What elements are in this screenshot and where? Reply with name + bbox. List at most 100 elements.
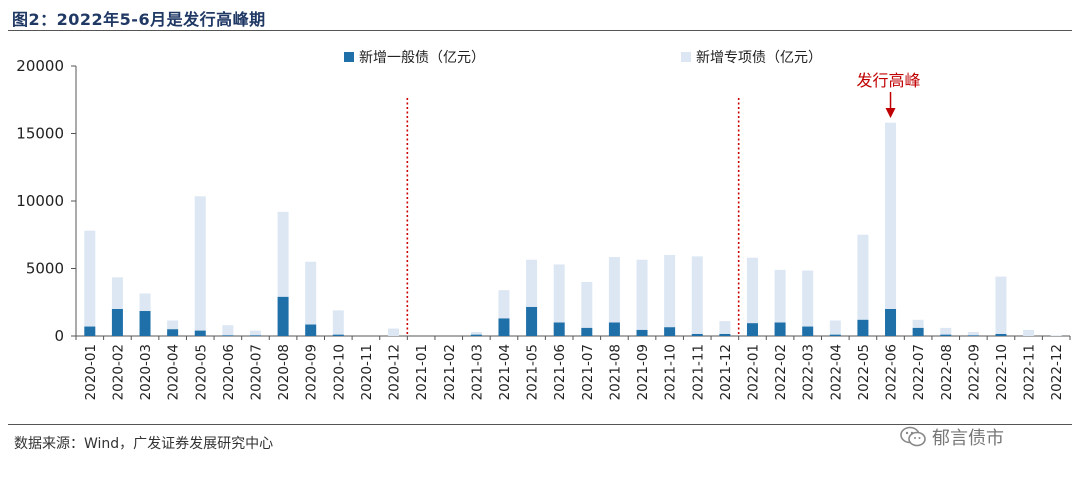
x-tick-label: 2020-01 xyxy=(83,344,99,400)
legend-swatch xyxy=(344,52,354,62)
x-tick-label: 2021-08 xyxy=(607,344,623,400)
x-tick-label: 2020-10 xyxy=(331,344,347,400)
bar-general xyxy=(885,309,897,336)
x-tick-label: 2021-12 xyxy=(718,344,734,400)
bar-general xyxy=(912,327,924,336)
bar-special xyxy=(912,319,924,328)
bar-special xyxy=(526,259,538,307)
bar-general xyxy=(746,323,758,336)
x-tick-label: 2022-12 xyxy=(1049,344,1065,400)
x-tick-label: 2022-03 xyxy=(801,344,817,400)
x-tick-label: 2020-08 xyxy=(276,344,292,400)
watermark-text: 郁言债市 xyxy=(932,428,1004,449)
bar-special xyxy=(222,325,234,336)
bar-special xyxy=(470,331,482,335)
bar-general xyxy=(967,335,979,336)
bar-general xyxy=(995,333,1007,336)
bar-special xyxy=(581,282,593,328)
y-tick-label: 20000 xyxy=(16,57,64,75)
bar-special xyxy=(249,330,261,336)
bar-general xyxy=(581,327,593,336)
bar-special xyxy=(746,257,758,324)
legend: 新增一般债（亿元） 新增专项债（亿元） xyxy=(344,50,822,66)
x-axis: 2020-01 2020-02 2020-03 2020-04 2020-05 2020-… xyxy=(75,335,1071,400)
annotation-arrow-head xyxy=(885,108,896,118)
legend-label: 新增一般债（亿元） xyxy=(359,50,485,66)
bar-special xyxy=(636,259,648,330)
x-tick-label: 2020-09 xyxy=(304,344,320,400)
bar-general xyxy=(84,326,96,336)
bar-general xyxy=(636,329,648,336)
x-tick-label: 2022-01 xyxy=(745,344,761,400)
bar-general xyxy=(553,322,565,336)
x-tick-label: 2021-01 xyxy=(414,344,430,400)
x-tick-label: 2022-08 xyxy=(939,344,955,400)
bar-general xyxy=(857,319,869,336)
x-tick-label: 2021-06 xyxy=(552,344,568,400)
x-tick-label: 2022-11 xyxy=(1022,344,1038,400)
x-tick-label: 2022-06 xyxy=(884,344,900,400)
y-axis: 0 5000 10000 15000 20000 xyxy=(16,57,77,345)
x-tick-label: 2021-05 xyxy=(525,344,541,400)
bar-special xyxy=(388,328,400,336)
bottom-rule xyxy=(8,424,1072,425)
x-tick-label: 2021-10 xyxy=(663,344,679,400)
bar-special xyxy=(111,277,123,309)
bar-general xyxy=(194,330,206,336)
bar-special xyxy=(498,290,510,319)
bar-special xyxy=(802,270,814,327)
bar-special xyxy=(277,211,289,297)
x-tick-label: 2020-05 xyxy=(193,344,209,400)
x-tick-label: 2020-06 xyxy=(221,344,237,400)
bar-special xyxy=(194,196,206,331)
x-tick-label: 2020-04 xyxy=(166,344,182,400)
bar-special xyxy=(305,261,317,325)
legend-label: 新增专项债（亿元） xyxy=(696,50,822,66)
x-tick-label: 2021-11 xyxy=(690,344,706,400)
bar-special xyxy=(774,269,786,323)
bar-general xyxy=(167,329,179,336)
x-tick-label: 2021-09 xyxy=(635,344,651,400)
bar-general xyxy=(111,309,123,336)
x-tick-label: 2020-11 xyxy=(359,344,375,400)
legend-swatch xyxy=(681,52,691,62)
x-tick-label: 2022-02 xyxy=(773,344,789,400)
bar-general xyxy=(774,322,786,336)
bar-special xyxy=(84,230,96,327)
x-tick-label: 2022-09 xyxy=(966,344,982,400)
bar-special xyxy=(885,122,897,309)
x-tick-label: 2022-05 xyxy=(856,344,872,400)
x-tick-label: 2022-07 xyxy=(911,344,927,400)
bar-general xyxy=(249,335,261,336)
bar-special xyxy=(553,264,565,323)
x-tick-label: 2021-03 xyxy=(469,344,485,400)
source-note: 数据来源：Wind，广发证券发展研究中心 xyxy=(14,436,274,452)
bar-special xyxy=(829,320,841,335)
bar-general xyxy=(664,327,676,336)
x-tick-label: 2022-10 xyxy=(994,344,1010,400)
x-tick-label: 2021-07 xyxy=(580,344,596,400)
bar-general xyxy=(222,335,234,336)
watermark: 郁言债市 xyxy=(900,424,1004,450)
bar-general xyxy=(526,306,538,336)
annotation-label: 发行高峰 xyxy=(857,71,921,90)
bar-special xyxy=(719,321,731,334)
bar-special xyxy=(857,234,869,320)
y-tick-label: 10000 xyxy=(16,192,64,210)
y-tick-label: 15000 xyxy=(16,125,64,143)
wechat-icon xyxy=(900,426,926,447)
bar-special xyxy=(995,276,1007,334)
x-tick-label: 2022-04 xyxy=(828,344,844,400)
bar-general xyxy=(470,334,482,336)
bar-general xyxy=(829,334,841,336)
stacked-bar-chart: 新增一般债（亿元） 新增专项债（亿元） 05000100001500020000 … xyxy=(16,50,1071,400)
x-tick-label: 2020-07 xyxy=(248,344,264,400)
bar-general xyxy=(498,318,510,336)
bar-special xyxy=(691,256,703,334)
figure-title: 图2：2022年5-6月是发行高峰期 xyxy=(12,10,266,29)
annotations: 发行高峰 xyxy=(857,71,921,118)
x-tick-label: 2021-02 xyxy=(442,344,458,400)
bar-special xyxy=(967,331,979,336)
x-tick-label: 2020-12 xyxy=(387,344,403,400)
